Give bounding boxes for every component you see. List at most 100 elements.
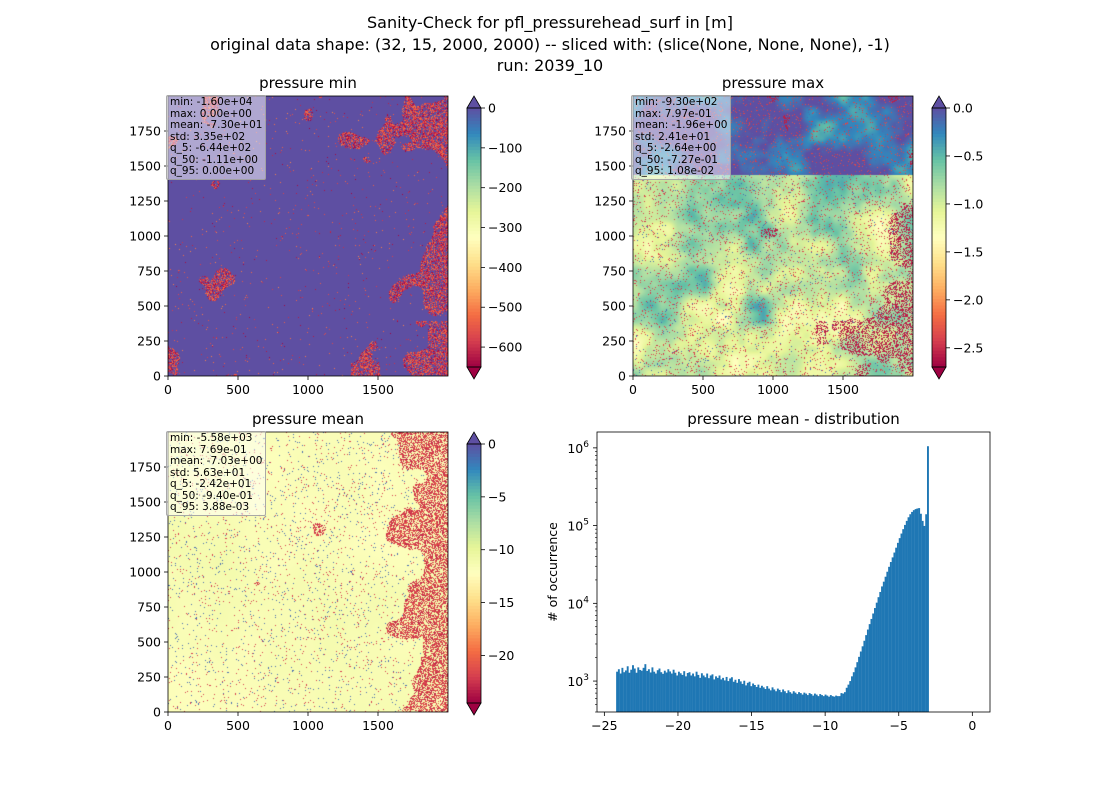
- histogram-bar: [900, 533, 903, 712]
- histogram-bar: [665, 672, 668, 712]
- colorbar-swatch: [467, 502, 481, 507]
- histogram-bar: [683, 671, 686, 712]
- colorbar-swatch: [467, 282, 481, 287]
- colorbar-swatch: [467, 279, 481, 284]
- histogram-bar: [865, 635, 868, 712]
- colorbar-tick-label: −1.5: [953, 244, 983, 259]
- colorbar-swatch: [467, 188, 481, 193]
- colorbar-swatch: [932, 344, 946, 349]
- histogram-bar: [644, 664, 647, 712]
- stat-line: q_50: -1.11e+00: [170, 153, 258, 166]
- histogram-bar: [792, 691, 795, 712]
- histogram-bar: [810, 694, 813, 712]
- colorbar-swatch: [932, 308, 946, 313]
- histogram-bar: [819, 694, 822, 712]
- colorbar-swatch: [467, 589, 481, 594]
- colorbar-swatch: [467, 447, 481, 452]
- histogram-bar: [898, 538, 901, 712]
- stat-line: max: 7.97e-01: [635, 107, 712, 120]
- histogram-bar: [667, 669, 670, 712]
- colorbar-tick-label: −400: [488, 260, 522, 275]
- colorbar-swatch: [467, 690, 481, 694]
- histogram-bar: [916, 508, 919, 712]
- y-tick-label: 250: [137, 334, 161, 349]
- colorbar-tick-label: −20: [488, 648, 514, 663]
- colorbar-swatch: [932, 331, 946, 336]
- histogram-bar: [654, 673, 657, 712]
- histogram-bar: [912, 510, 915, 712]
- colorbar-swatch: [932, 159, 946, 164]
- histogram-bar: [861, 646, 864, 712]
- x-tick-label: 1500: [362, 382, 394, 397]
- histogram-bar: [785, 693, 788, 712]
- colorbar-tick-label: −0.5: [953, 148, 983, 163]
- colorbar-swatch: [467, 315, 481, 320]
- colorbar-swatch: [467, 299, 481, 303]
- histogram-bar: [723, 680, 726, 712]
- x-tick-label: 500: [226, 382, 250, 397]
- tick-exponent: 6: [583, 440, 589, 450]
- histogram-bar: [879, 591, 882, 712]
- colorbar-swatch: [467, 120, 481, 125]
- histogram-bar: [640, 670, 643, 712]
- stats-box-min: min: -1.60e+04 max: 0.00e+00 mean: -7.30e+…: [166, 95, 267, 180]
- stat-line: std: 3.35e+02: [170, 130, 246, 143]
- colorbar-swatch: [467, 622, 481, 626]
- colorbar-swatch: [932, 192, 946, 197]
- histogram-bar: [893, 552, 896, 712]
- x-tick-label: 0: [629, 382, 637, 397]
- histogram-bar: [798, 692, 800, 712]
- histogram-bar: [619, 673, 622, 712]
- colorbar-swatch: [932, 227, 946, 232]
- histogram-ylabel: # of occurrence: [545, 522, 560, 622]
- histogram-bar: [755, 686, 758, 712]
- y-tick-label: 1500: [129, 159, 161, 174]
- histogram-bar: [748, 681, 751, 712]
- colorbar-swatch: [467, 292, 481, 297]
- histogram-bar: [637, 667, 640, 712]
- axes-frame: [167, 431, 449, 713]
- y-tick-label: 1500: [129, 495, 161, 510]
- colorbar-tick-label: 0: [488, 437, 496, 452]
- colorbar-swatch: [932, 337, 946, 342]
- colorbar-swatch: [467, 331, 481, 336]
- colorbar-tick-label: −5: [488, 489, 506, 504]
- stat-line: q_5: -2.42e+01: [170, 478, 252, 490]
- histogram-bar: [813, 693, 816, 712]
- histogram-bar: [766, 686, 769, 712]
- colorbar-swatch: [932, 185, 946, 190]
- histogram-bar: [623, 672, 626, 712]
- colorbar-min: [466, 95, 485, 380]
- histogram-bar: [688, 672, 691, 712]
- y-tick-label: 0: [618, 369, 626, 384]
- colorbar-swatch: [467, 456, 481, 461]
- histogram-bar: [778, 689, 781, 712]
- colorbar-swatch: [467, 563, 481, 568]
- histogram-bar: [649, 672, 652, 712]
- colorbar-swatch: [467, 463, 481, 468]
- histogram-bar: [902, 529, 905, 712]
- colorbar-swatch: [467, 357, 481, 362]
- colorbar-swatch: [467, 276, 481, 281]
- histogram-bar: [888, 566, 891, 712]
- colorbar-swatch: [467, 550, 481, 555]
- colorbar-swatch: [467, 579, 481, 584]
- tick-base: 10: [567, 519, 583, 534]
- colorbar-swatch: [467, 641, 481, 646]
- histogram-bar: [713, 679, 716, 712]
- colorbar-swatch: [932, 269, 946, 274]
- x-tick-label: 0: [968, 718, 976, 733]
- colorbar-swatch: [467, 344, 481, 349]
- colorbar-swatch: [467, 677, 481, 681]
- colorbar-swatch: [467, 192, 481, 197]
- colorbar-swatch: [467, 473, 481, 477]
- colorbar-swatch: [467, 166, 481, 171]
- colorbar-swatch: [467, 108, 481, 112]
- colorbar-swatch: [932, 208, 946, 213]
- colorbar-swatch: [467, 127, 481, 132]
- colorbar-swatch: [467, 693, 481, 698]
- histogram-bar: [866, 629, 869, 712]
- histogram-bar: [790, 693, 793, 712]
- histogram-bar: [706, 673, 709, 712]
- colorbar-extend-top: [466, 95, 482, 109]
